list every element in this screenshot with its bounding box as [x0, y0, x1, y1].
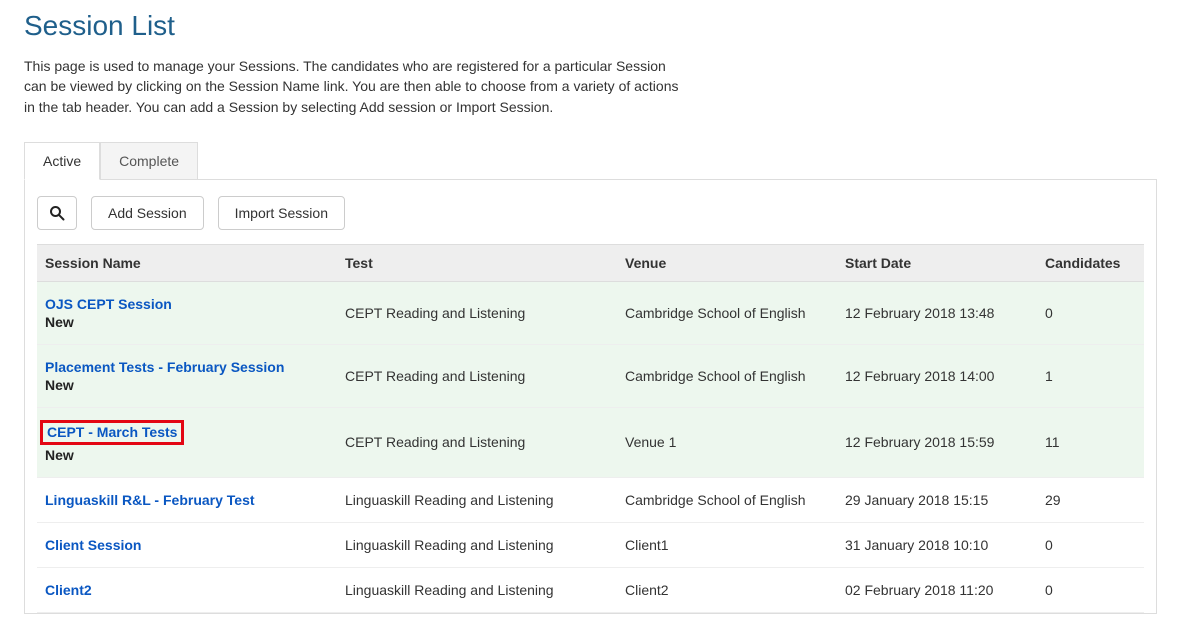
cell-session-name: CEPT - March Tests New: [37, 407, 337, 477]
add-session-button[interactable]: Add Session: [91, 196, 204, 230]
cell-session-name: Client Session: [37, 522, 337, 567]
cell-candidates: 0: [1037, 567, 1144, 612]
session-name-link[interactable]: Client2: [45, 582, 92, 598]
table-row: OJS CEPT Session New CEPT Reading and List…: [37, 281, 1144, 344]
tab-complete[interactable]: Complete: [100, 142, 198, 180]
cell-start-date: 12 February 2018 15:59: [837, 407, 1037, 477]
cell-start-date: 02 February 2018 11:20: [837, 567, 1037, 612]
search-button[interactable]: [37, 196, 77, 230]
cell-test: Linguaskill Reading and Listening: [337, 522, 617, 567]
cell-venue: Venue 1: [617, 407, 837, 477]
table-row: CEPT - March Tests New CEPT Reading and Li…: [37, 407, 1144, 477]
toolbar: Add Session Import Session: [37, 196, 1144, 230]
table-row: Linguaskill R&L - February Test Linguaski…: [37, 477, 1144, 522]
cell-candidates: 29: [1037, 477, 1144, 522]
col-header-session-name: Session Name: [37, 244, 337, 281]
page-description: This page is used to manage your Session…: [24, 56, 684, 117]
cell-candidates: 1: [1037, 344, 1144, 407]
session-name-link[interactable]: Placement Tests - February Session: [45, 359, 284, 375]
cell-test: Linguaskill Reading and Listening: [337, 567, 617, 612]
cell-start-date: 12 February 2018 13:48: [837, 281, 1037, 344]
cell-start-date: 12 February 2018 14:00: [837, 344, 1037, 407]
col-header-start-date: Start Date: [837, 244, 1037, 281]
session-status: New: [45, 447, 329, 463]
search-icon: [49, 205, 65, 221]
session-name-link[interactable]: OJS CEPT Session: [45, 296, 172, 312]
session-status: New: [45, 377, 329, 393]
cell-session-name: Placement Tests - February Session New: [37, 344, 337, 407]
session-name-link[interactable]: CEPT - March Tests: [47, 424, 177, 440]
table-row: Placement Tests - February Session New CEP…: [37, 344, 1144, 407]
col-header-candidates: Candidates: [1037, 244, 1144, 281]
session-name-link[interactable]: Linguaskill R&L - February Test: [45, 492, 255, 508]
cell-venue: Client1: [617, 522, 837, 567]
session-name-link[interactable]: Client Session: [45, 537, 141, 553]
table-row: Client2Linguaskill Reading and Listening…: [37, 567, 1144, 612]
cell-test: Linguaskill Reading and Listening: [337, 477, 617, 522]
sessions-table: Session Name Test Venue Start Date Candi…: [37, 244, 1144, 613]
cell-session-name: Linguaskill R&L - February Test: [37, 477, 337, 522]
cell-candidates: 0: [1037, 522, 1144, 567]
cell-session-name: Client2: [37, 567, 337, 612]
session-status: New: [45, 314, 329, 330]
cell-start-date: 31 January 2018 10:10: [837, 522, 1037, 567]
cell-venue: Cambridge School of English: [617, 477, 837, 522]
cell-test: CEPT Reading and Listening: [337, 344, 617, 407]
sessions-panel: Add Session Import Session Session Name …: [24, 179, 1157, 614]
page-title: Session List: [24, 10, 1157, 42]
cell-candidates: 11: [1037, 407, 1144, 477]
cell-venue: Cambridge School of English: [617, 281, 837, 344]
import-session-button[interactable]: Import Session: [218, 196, 345, 230]
table-row: Client Session Linguaskill Reading and Li…: [37, 522, 1144, 567]
cell-venue: Client2: [617, 567, 837, 612]
cell-test: CEPT Reading and Listening: [337, 281, 617, 344]
cell-venue: Cambridge School of English: [617, 344, 837, 407]
tab-active[interactable]: Active: [24, 142, 100, 180]
cell-session-name: OJS CEPT Session New: [37, 281, 337, 344]
cell-start-date: 29 January 2018 15:15: [837, 477, 1037, 522]
col-header-venue: Venue: [617, 244, 837, 281]
cell-candidates: 0: [1037, 281, 1144, 344]
tab-bar: Active Complete: [24, 141, 1157, 179]
col-header-test: Test: [337, 244, 617, 281]
cell-test: CEPT Reading and Listening: [337, 407, 617, 477]
highlight-annotation: CEPT - March Tests: [40, 420, 184, 445]
